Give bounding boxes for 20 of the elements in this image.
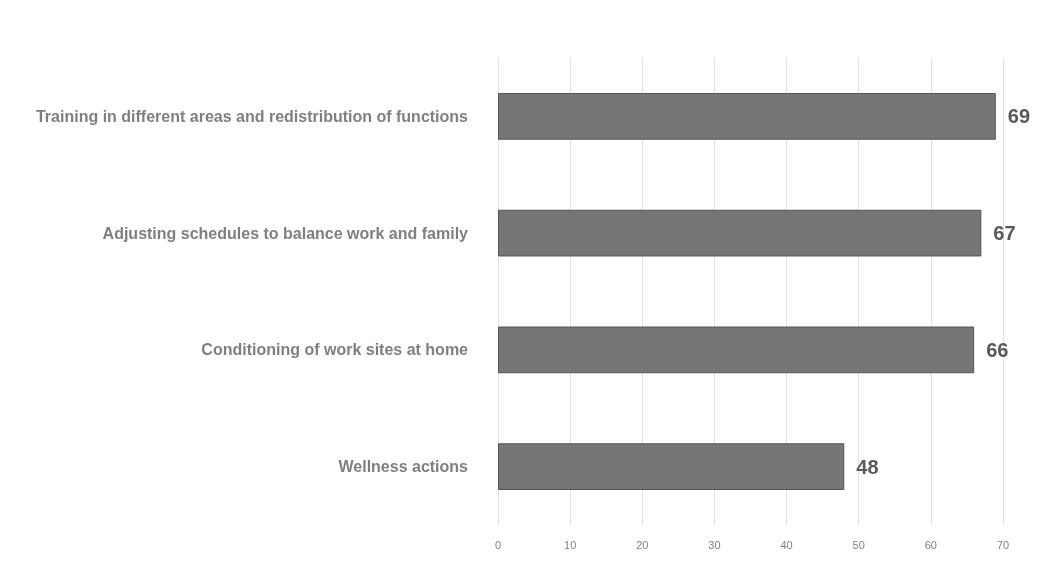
- x-tick-label: 0: [494, 538, 502, 551]
- bar: [498, 93, 996, 140]
- data-label: 66: [986, 338, 1009, 361]
- x-tick-label: 60: [924, 538, 937, 551]
- x-tick-label: 70: [996, 538, 1010, 551]
- y-tick-label: Adjusting schedules to balance work and family: [102, 224, 469, 242]
- x-tick-label: 50: [852, 538, 865, 551]
- x-tick-label: 30: [708, 538, 721, 551]
- x-tick-label: 10: [564, 538, 577, 551]
- y-tick-label: Training in different areas and redistribution of functions: [35, 107, 469, 125]
- data-label: 69: [1007, 105, 1031, 128]
- bar: [498, 326, 975, 374]
- y-tick-label: Wellness actions: [338, 458, 469, 476]
- data-label: 48: [856, 455, 879, 478]
- bar: [498, 209, 982, 257]
- bar: [498, 443, 845, 490]
- x-tick-label: 20: [636, 538, 649, 551]
- x-tick-label: 40: [780, 538, 793, 551]
- data-label: 67: [993, 222, 1016, 245]
- y-tick-label: Conditioning of work sites at home: [201, 341, 469, 359]
